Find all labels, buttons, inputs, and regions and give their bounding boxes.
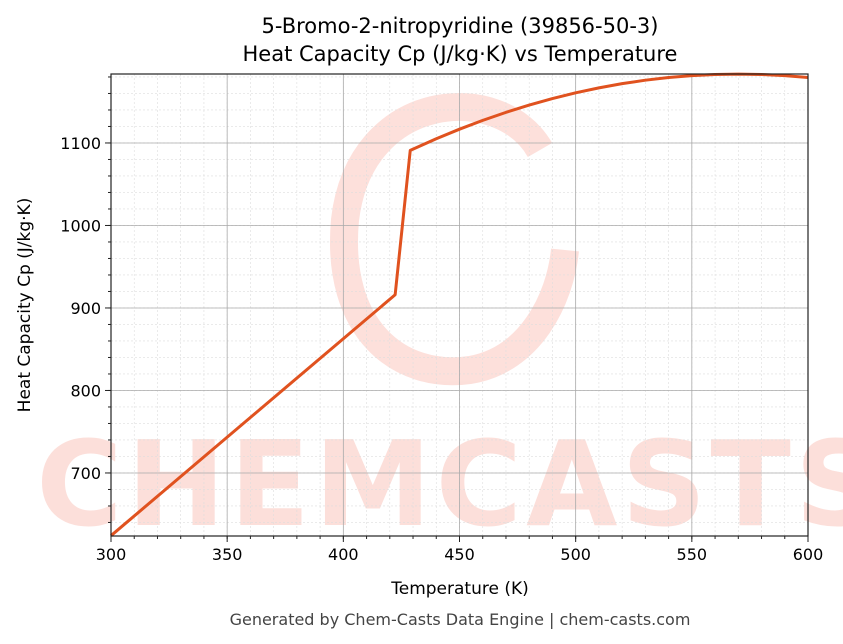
chart-title: 5-Bromo-2-nitropyridine (39856-50-3): [262, 14, 659, 38]
x-axis-label: Temperature (K): [390, 579, 529, 599]
x-tick-label: 450: [444, 545, 475, 564]
ticks: 300 350 400 450 500 550 600 700 800 900 1000 1100: [60, 76, 824, 564]
y-tick-label: 1000: [60, 216, 101, 235]
x-tick-label: 500: [560, 545, 591, 564]
watermark-text: CHEMCASTS: [36, 415, 843, 553]
watermark: CHEMCASTS: [36, 93, 843, 553]
footer-text: Generated by Chem-Casts Data Engine | ch…: [230, 610, 691, 629]
y-tick-label: 800: [70, 381, 101, 400]
x-tick-label: 300: [96, 545, 127, 564]
y-tick-label: 1100: [60, 134, 101, 153]
x-tick-label: 350: [212, 545, 243, 564]
y-tick-label: 900: [70, 299, 101, 318]
x-tick-label: 600: [793, 545, 824, 564]
x-tick-label: 400: [328, 545, 359, 564]
watermark-logo-arc: [330, 93, 579, 386]
y-axis-label: Heat Capacity Cp (J/kg·K): [15, 198, 35, 413]
y-tick-label: 700: [70, 464, 101, 483]
chart-subtitle: Heat Capacity Cp (J/kg·K) vs Temperature: [243, 42, 678, 66]
x-tick-label: 550: [677, 545, 708, 564]
